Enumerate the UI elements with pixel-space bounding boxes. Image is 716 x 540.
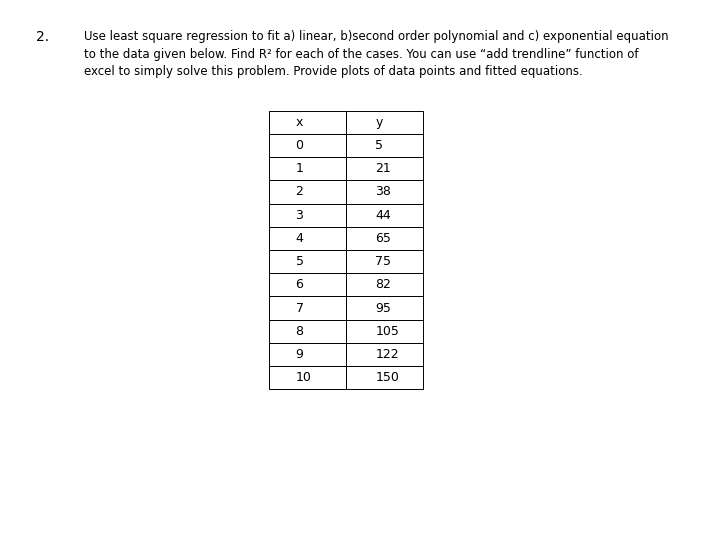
Bar [268,273,346,296]
Text: 5: 5 [296,255,304,268]
Bar [268,320,346,343]
Text: 65: 65 [375,232,391,245]
Bar [268,180,346,204]
Text: 9: 9 [296,348,304,361]
Text: 82: 82 [375,278,391,292]
Bar [268,227,346,250]
Bar [346,227,423,250]
Text: 75: 75 [375,255,391,268]
Text: excel to simply solve this problem. Provide plots of data points and fitted equa: excel to simply solve this problem. Prov… [84,65,584,78]
Text: 6: 6 [296,278,304,292]
Bar [346,343,423,366]
Text: 0: 0 [296,139,304,152]
Text: y: y [375,116,382,129]
Text: 8: 8 [296,325,304,338]
Bar [346,204,423,227]
Text: 105: 105 [375,325,399,338]
Bar [268,250,346,273]
Bar [268,157,346,180]
Bar [268,204,346,227]
Text: 38: 38 [375,185,391,199]
Bar [346,134,423,157]
Bar [346,273,423,296]
Text: 7: 7 [296,301,304,315]
Bar [346,366,423,389]
Bar [346,296,423,320]
Text: to the data given below. Find R² for each of the cases. You can use “add trendli: to the data given below. Find R² for eac… [84,48,639,60]
Bar [346,250,423,273]
Text: 3: 3 [296,208,304,222]
Bar [346,180,423,204]
Text: Use least square regression to fit a) linear, b)second order polynomial and c) e: Use least square regression to fit a) li… [84,30,669,43]
Text: 95: 95 [375,301,391,315]
Text: 122: 122 [375,348,399,361]
Bar [268,111,346,134]
Text: 2.: 2. [36,30,49,44]
Bar [268,366,346,389]
Text: x: x [296,116,303,129]
Text: 2: 2 [296,185,304,199]
Bar [268,134,346,157]
Text: 21: 21 [375,162,391,176]
Text: 10: 10 [296,371,311,384]
Text: 5: 5 [375,139,383,152]
Bar [346,111,423,134]
Text: 150: 150 [375,371,399,384]
Bar [346,157,423,180]
Bar [346,320,423,343]
Text: 4: 4 [296,232,304,245]
Text: 1: 1 [296,162,304,176]
Bar [268,343,346,366]
Text: 44: 44 [375,208,391,222]
Bar [268,296,346,320]
